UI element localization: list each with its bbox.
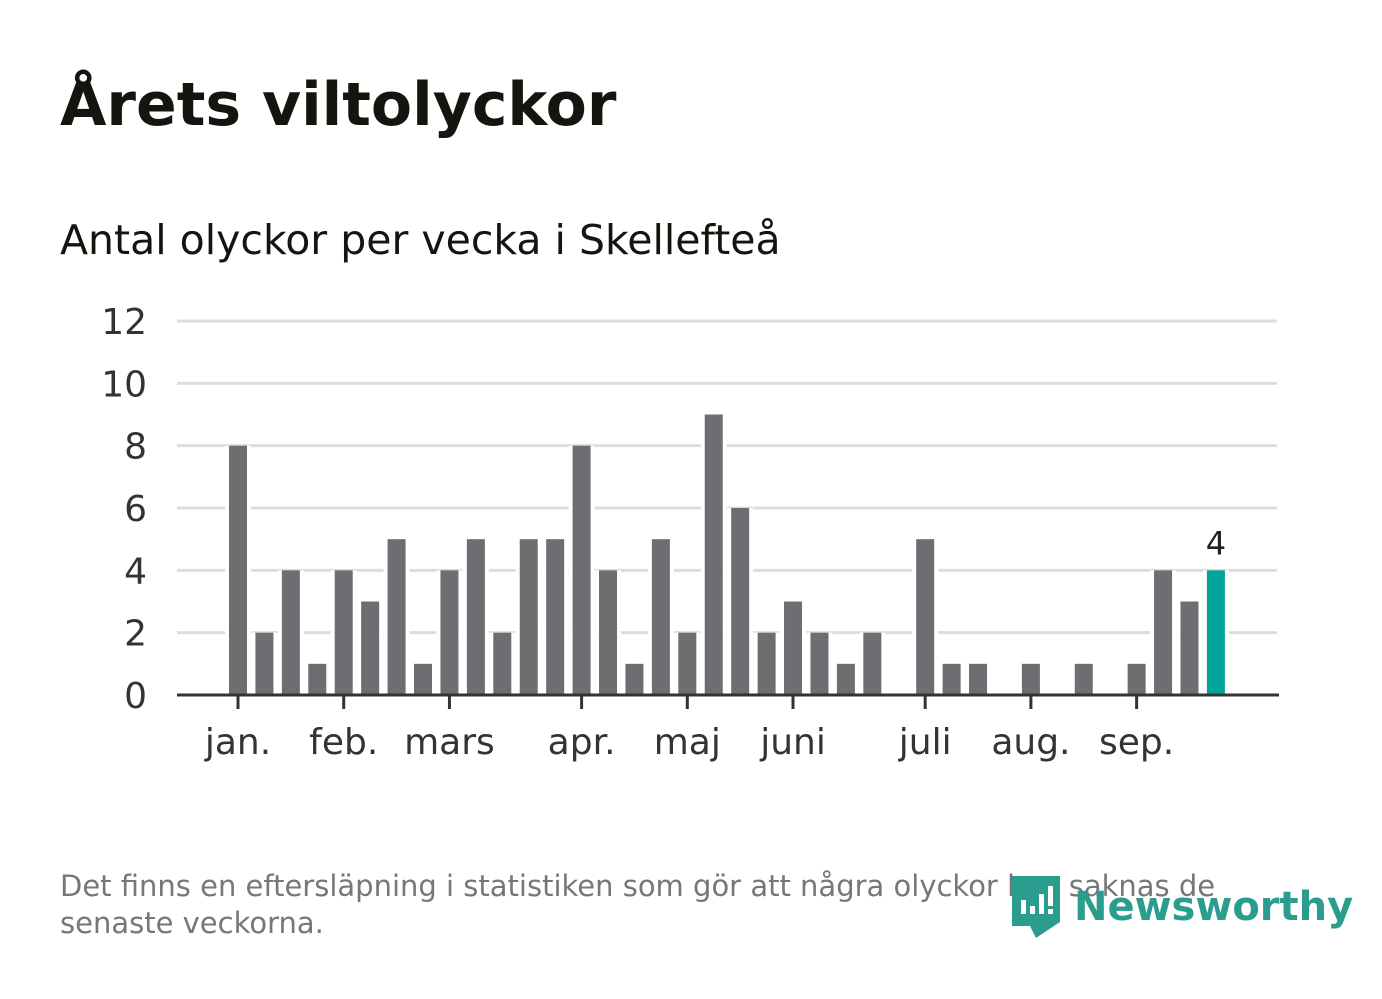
bar xyxy=(229,445,247,695)
bar xyxy=(784,601,803,695)
bar xyxy=(1180,601,1199,695)
page-title: Årets viltolyckor xyxy=(60,70,617,140)
bar xyxy=(757,632,776,695)
x-tick-label: feb. xyxy=(309,722,378,763)
bar xyxy=(1154,570,1173,695)
bar xyxy=(810,632,829,695)
bar xyxy=(361,601,380,695)
bar xyxy=(466,539,485,695)
bar xyxy=(519,539,538,695)
bar xyxy=(704,414,723,695)
bar-highlight xyxy=(1206,570,1225,695)
bar xyxy=(599,570,618,695)
bar xyxy=(493,632,512,695)
bar xyxy=(440,570,459,695)
bar xyxy=(1021,663,1040,695)
x-tick-label: mars xyxy=(404,722,495,763)
y-tick-label: 8 xyxy=(124,427,147,468)
x-tick-label: jan. xyxy=(204,722,271,763)
bar xyxy=(1127,663,1146,695)
x-tick-label: apr. xyxy=(548,722,616,763)
y-tick-label: 0 xyxy=(124,676,147,717)
bar xyxy=(625,663,644,695)
bar xyxy=(572,445,591,695)
y-tick-label: 6 xyxy=(124,489,147,530)
bar xyxy=(942,663,961,695)
bar xyxy=(969,663,988,695)
y-tick-label: 2 xyxy=(124,614,147,655)
x-tick-label: aug. xyxy=(991,722,1070,763)
bar xyxy=(916,539,935,695)
y-tick-label: 10 xyxy=(101,364,147,405)
bar xyxy=(731,508,750,695)
bar xyxy=(863,632,882,695)
x-tick-label: sep. xyxy=(1099,722,1174,763)
bar xyxy=(334,570,353,695)
data-label: 4 xyxy=(1206,524,1226,562)
y-tick-label: 12 xyxy=(101,302,147,343)
logo-text: Newsworthy xyxy=(1074,884,1354,930)
x-tick-label: maj xyxy=(654,722,721,763)
bar xyxy=(651,539,670,695)
bar xyxy=(1074,663,1093,695)
x-tick-label: juli xyxy=(898,722,952,763)
x-tick-label: juni xyxy=(759,722,826,763)
bar xyxy=(281,570,300,695)
bar xyxy=(678,632,697,695)
bar xyxy=(255,632,274,695)
logo-icon xyxy=(1012,876,1060,938)
bar xyxy=(414,663,433,695)
chart-subtitle: Antal olyckor per vecka i Skellefteå xyxy=(60,216,781,264)
bar xyxy=(308,663,327,695)
bar xyxy=(546,539,565,695)
bar xyxy=(387,539,406,695)
newsworthy-logo: Newsworthy xyxy=(1012,876,1353,938)
y-tick-label: 4 xyxy=(124,551,147,592)
bar xyxy=(836,663,855,695)
